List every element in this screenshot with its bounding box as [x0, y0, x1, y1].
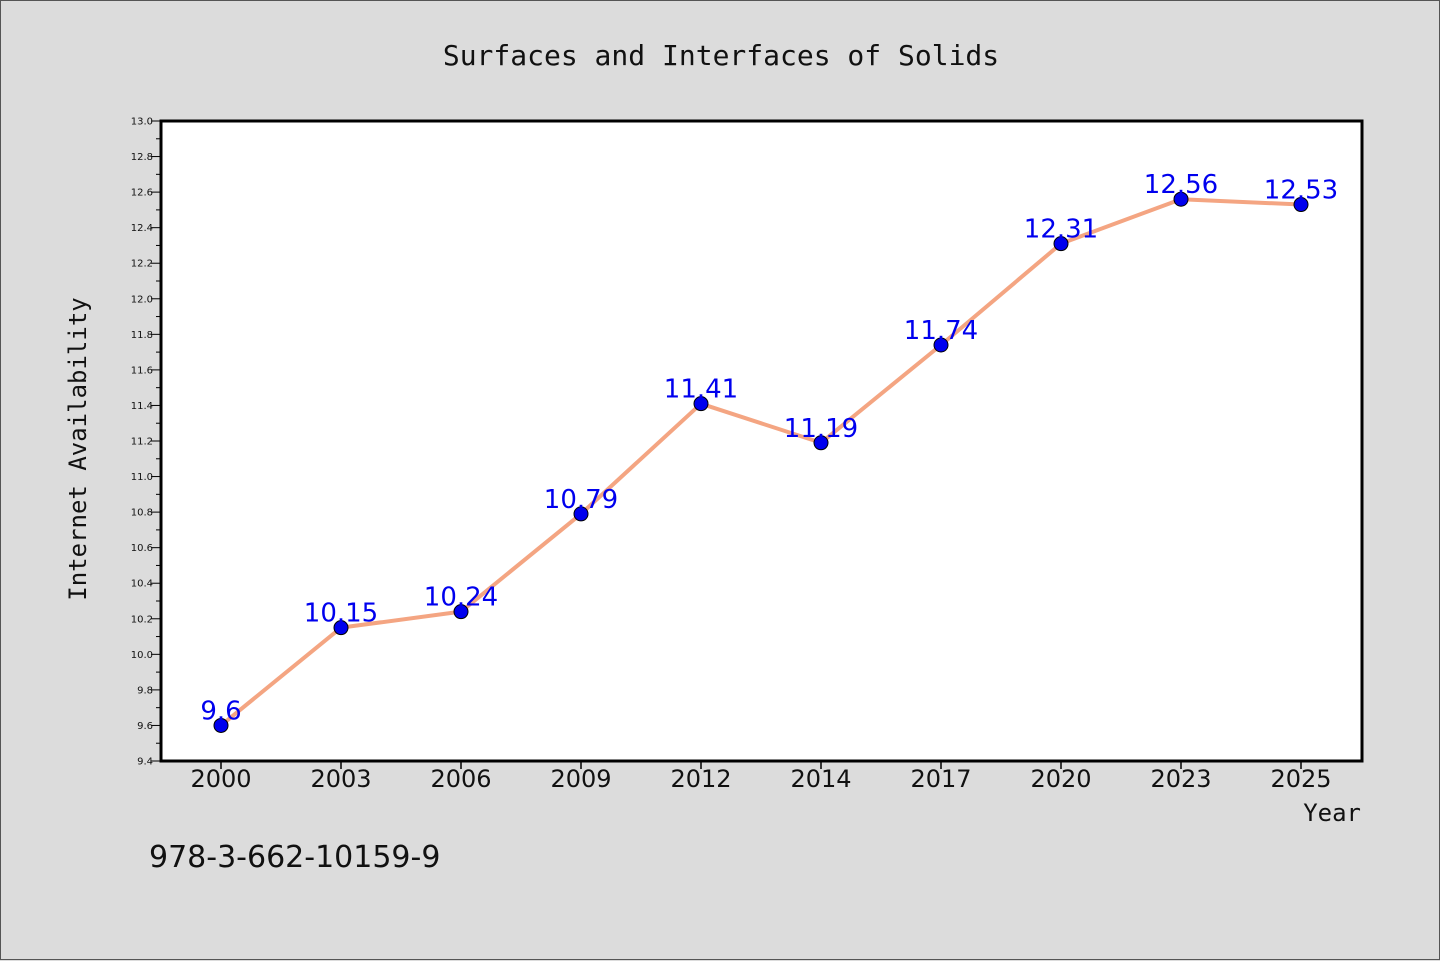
series-line: [219, 197, 1302, 727]
y-tick-label: 13.0: [131, 117, 153, 128]
data-point: [453, 604, 469, 620]
y-tick-label: 12.8: [131, 152, 153, 163]
data-label: 10.24: [424, 583, 498, 613]
y-axis-ticks: 9.4 9.6 9.8 10.0 10.2 10.4 10.6 10.8 11.0 11.2 11.…: [131, 117, 161, 768]
y-tick-label: 10.2: [131, 614, 153, 625]
y-tick-label: 11.6: [131, 365, 153, 376]
data-point: [1293, 197, 1309, 213]
x-tick-label: 2009: [550, 765, 611, 793]
y-tick-label: 9.8: [137, 685, 153, 696]
y-tick-label: 11.4: [131, 401, 153, 412]
chart-title: Surfaces and Interfaces of Solids: [443, 39, 999, 72]
y-tick-label: 9.6: [137, 721, 153, 732]
data-label: 9.6: [200, 696, 241, 726]
data-point: [1053, 236, 1069, 252]
data-markers: [213, 191, 1309, 733]
x-tick-label: 2025: [1270, 765, 1331, 793]
y-tick-label: 10.4: [131, 579, 153, 590]
data-label: 12.53: [1264, 176, 1338, 206]
y-tick-label: 11.8: [131, 330, 153, 341]
data-label: 11.74: [904, 316, 978, 346]
data-labels: 9.6 10.15 10.24 10.79 11.41 11.19 11.74 12.31 12…: [200, 170, 1338, 726]
data-point: [693, 396, 709, 412]
y-tick-label: 12.2: [131, 259, 153, 270]
y-tick-label: 11.2: [131, 437, 153, 448]
y-tick-label: 12.0: [131, 294, 153, 305]
y-tick-label: 12.6: [131, 188, 153, 199]
data-point: [333, 620, 349, 636]
data-label: 11.19: [784, 414, 858, 444]
y-axis-label: Internet Availability: [64, 297, 92, 600]
x-tick-label: 2014: [790, 765, 851, 793]
data-label: 11.41: [664, 375, 738, 405]
x-tick-label: 2023: [1150, 765, 1211, 793]
y-tick-label: 10.8: [131, 508, 153, 519]
data-label: 12.56: [1144, 170, 1218, 200]
x-axis-label: Year: [1303, 799, 1361, 827]
y-tick-label: 11.0: [131, 472, 153, 483]
data-label: 12.31: [1024, 215, 1098, 245]
data-point: [213, 717, 229, 733]
x-tick-label: 2006: [430, 765, 491, 793]
y-tick-label: 12.4: [131, 223, 153, 234]
x-tick-label: 2017: [910, 765, 971, 793]
y-tick-label: 10.0: [131, 650, 153, 661]
y-tick-label: 10.6: [131, 543, 153, 554]
x-tick-label: 2003: [310, 765, 371, 793]
x-tick-label: 2020: [1030, 765, 1091, 793]
data-label: 10.79: [544, 485, 618, 515]
data-point: [813, 435, 829, 451]
data-point: [573, 506, 589, 522]
plot-area: [159, 119, 1364, 763]
data-point: [1173, 191, 1189, 207]
data-point: [933, 337, 949, 353]
x-axis-ticks: 2000 2003 2006 2009 2012 2014 2017 2020 2023 2025: [190, 761, 1332, 793]
y-tick-label: 9.4: [137, 757, 153, 768]
x-tick-label: 2012: [670, 765, 731, 793]
data-label: 10.15: [304, 599, 378, 629]
isbn-text: 978-3-662-10159-9: [149, 840, 440, 875]
x-tick-label: 2000: [190, 765, 251, 793]
